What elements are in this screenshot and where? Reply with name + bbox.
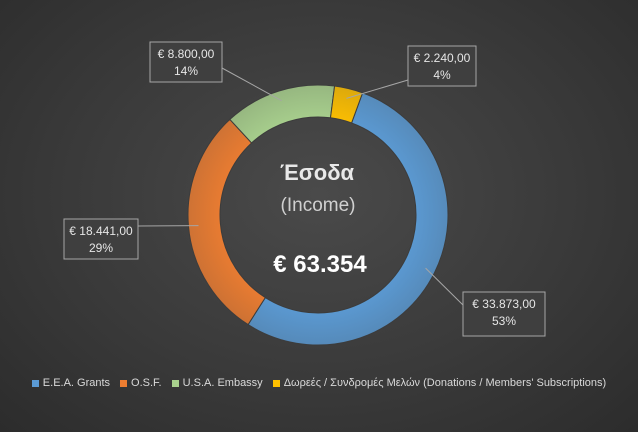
legend-swatch	[31, 379, 39, 387]
chart-legend: E.E.A. Grants O.S.F. U.S.A. Embassy Δωρε…	[0, 377, 638, 389]
callout-4: € 2.240,00 4%	[407, 45, 477, 87]
data-label-value: € 33.873,00	[472, 297, 536, 311]
legend-item-donations: Δωρεές / Συνδρομές Μελών (Donations / Me…	[272, 377, 607, 389]
data-label-percent: 53%	[492, 314, 516, 328]
callout-1: € 33.873,00 53%	[462, 291, 546, 337]
donut-slice-3	[229, 84, 336, 144]
donut-slices	[187, 84, 449, 346]
legend-item-eea: E.E.A. Grants	[31, 377, 111, 389]
leader-line-1	[425, 267, 464, 306]
legend-swatch	[272, 379, 280, 387]
legend-label: O.S.F.	[131, 377, 162, 389]
legend-label: E.E.A. Grants	[42, 377, 111, 389]
callout-box	[407, 45, 477, 87]
callout-3: € 8.800,00 14%	[149, 41, 223, 83]
callout-box	[149, 41, 223, 83]
legend-item-osf: O.S.F.	[120, 377, 162, 389]
data-label-value: € 2.240,00	[414, 51, 471, 65]
data-label-callouts: € 33.873,00 53% € 18.441,00 29% € 8.800,00 14…	[63, 41, 546, 337]
callout-box	[462, 291, 546, 337]
data-label-value: € 8.800,00	[158, 47, 215, 61]
legend-item-usa: U.S.A. Embassy	[171, 377, 263, 389]
leader-line-4	[346, 79, 409, 99]
donut-slice-2	[187, 118, 266, 326]
callout-box	[63, 218, 139, 260]
data-label-percent: 14%	[174, 64, 198, 78]
leader-line-3	[221, 67, 282, 102]
donut-slice-4	[329, 85, 364, 124]
legend-swatch	[120, 379, 128, 387]
center-title: Έσοδα	[280, 160, 355, 185]
callout-2: € 18.441,00 29%	[63, 218, 139, 260]
data-label-percent: 4%	[433, 68, 451, 82]
center-subtitle: (Income)	[281, 195, 356, 216]
legend-label: U.S.A. Embassy	[182, 377, 263, 389]
data-label-percent: 29%	[89, 241, 113, 255]
leader-lines	[137, 67, 464, 306]
legend-swatch	[171, 379, 179, 387]
data-label-value: € 18.441,00	[69, 224, 133, 238]
center-total: € 63.354	[273, 251, 367, 278]
donut-slice-1	[247, 92, 449, 346]
legend-label: Δωρεές / Συνδρομές Μελών (Donations / Me…	[283, 377, 607, 389]
